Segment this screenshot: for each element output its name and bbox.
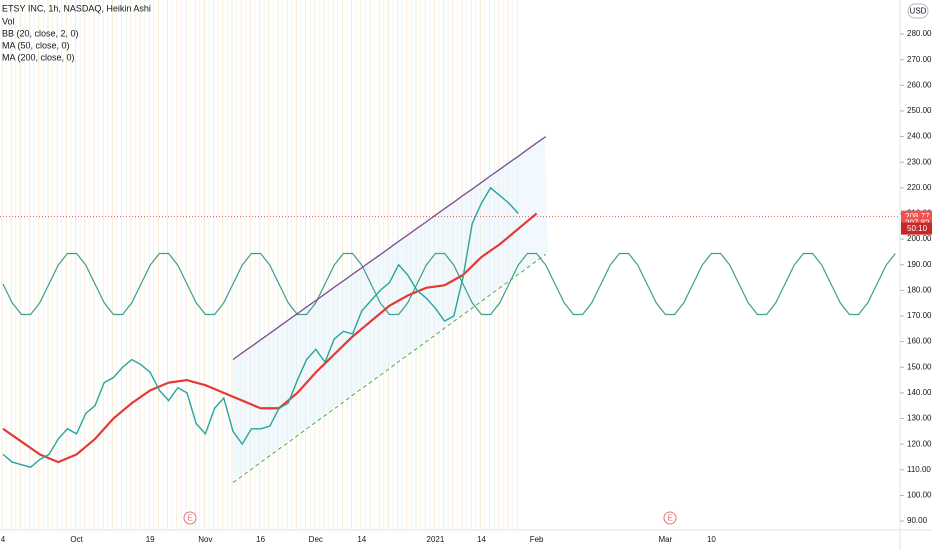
x-tick-label: Dec [309, 535, 323, 544]
x-tick-label: 16 [256, 535, 265, 544]
series-line [2, 252, 896, 316]
y-tick-label: 260.00 [907, 80, 932, 89]
earnings-marker[interactable] [183, 511, 197, 525]
currency: USD [910, 7, 927, 16]
y-tick-label: 250.00 [907, 106, 932, 115]
legend-entry: MA (50, close, 0) [2, 40, 70, 50]
legend-entry: Vol [2, 16, 15, 26]
y-tick-label: 200.00 [907, 234, 932, 243]
y-tick-label: 160.00 [907, 337, 932, 346]
y-tick-label: 110.00 [907, 465, 931, 474]
y-tick-label: 240.00 [907, 132, 932, 141]
earnings-label: E [187, 514, 192, 523]
earnings-marker[interactable] [663, 511, 677, 525]
y-tick-label: 180.00 [907, 285, 932, 294]
x-tick-label: 10 [707, 535, 716, 544]
y-tick-label: 140.00 [907, 388, 932, 397]
y-tick-label: 230.00 [907, 157, 932, 166]
y-tick-label: 220.00 [907, 183, 932, 192]
x-tick-label: Oct [70, 535, 83, 544]
legend-entry: MA (200, close, 0) [2, 52, 75, 62]
currency-badge[interactable] [907, 3, 929, 19]
y-tick-label: 120.00 [907, 439, 932, 448]
x-tick-label: Nov [198, 535, 212, 544]
series-line [232, 136, 547, 361]
x-tick-label: 4 [1, 535, 6, 544]
y-tick-label: 130.00 [907, 414, 932, 423]
y-tick-label: 190.00 [907, 260, 932, 269]
y-tick-label: 270.00 [907, 55, 932, 64]
x-tick-label: Mar [659, 535, 673, 544]
y-tick-label: 100.00 [907, 491, 932, 500]
x-tick-label: 14 [357, 535, 366, 544]
channel-fill [233, 134, 548, 480]
series-line [2, 212, 538, 464]
x-tick-label: 19 [146, 535, 155, 544]
y-tick-label: 150.00 [907, 362, 932, 371]
legend-entry: BB (20, close, 2, 0) [2, 28, 79, 38]
price-tag-label: 208.77 [905, 212, 930, 221]
series-line [232, 253, 547, 483]
countdown-box [901, 222, 932, 235]
x-tick-label: Feb [530, 535, 544, 544]
y-tick-label: 170.00 [907, 311, 932, 320]
series-line [2, 186, 519, 468]
x-tick-label: 14 [477, 535, 486, 544]
y-tick-label: 90.00 [907, 516, 928, 525]
y-tick-label: 280.00 [907, 29, 932, 38]
x-tick-label: 2021 [427, 535, 445, 544]
earnings-label: E [667, 514, 672, 523]
countdown: 50:10 [907, 224, 928, 233]
legend-title: ETSY INC, 1h, NASDAQ, Heikin Ashi [2, 3, 151, 13]
